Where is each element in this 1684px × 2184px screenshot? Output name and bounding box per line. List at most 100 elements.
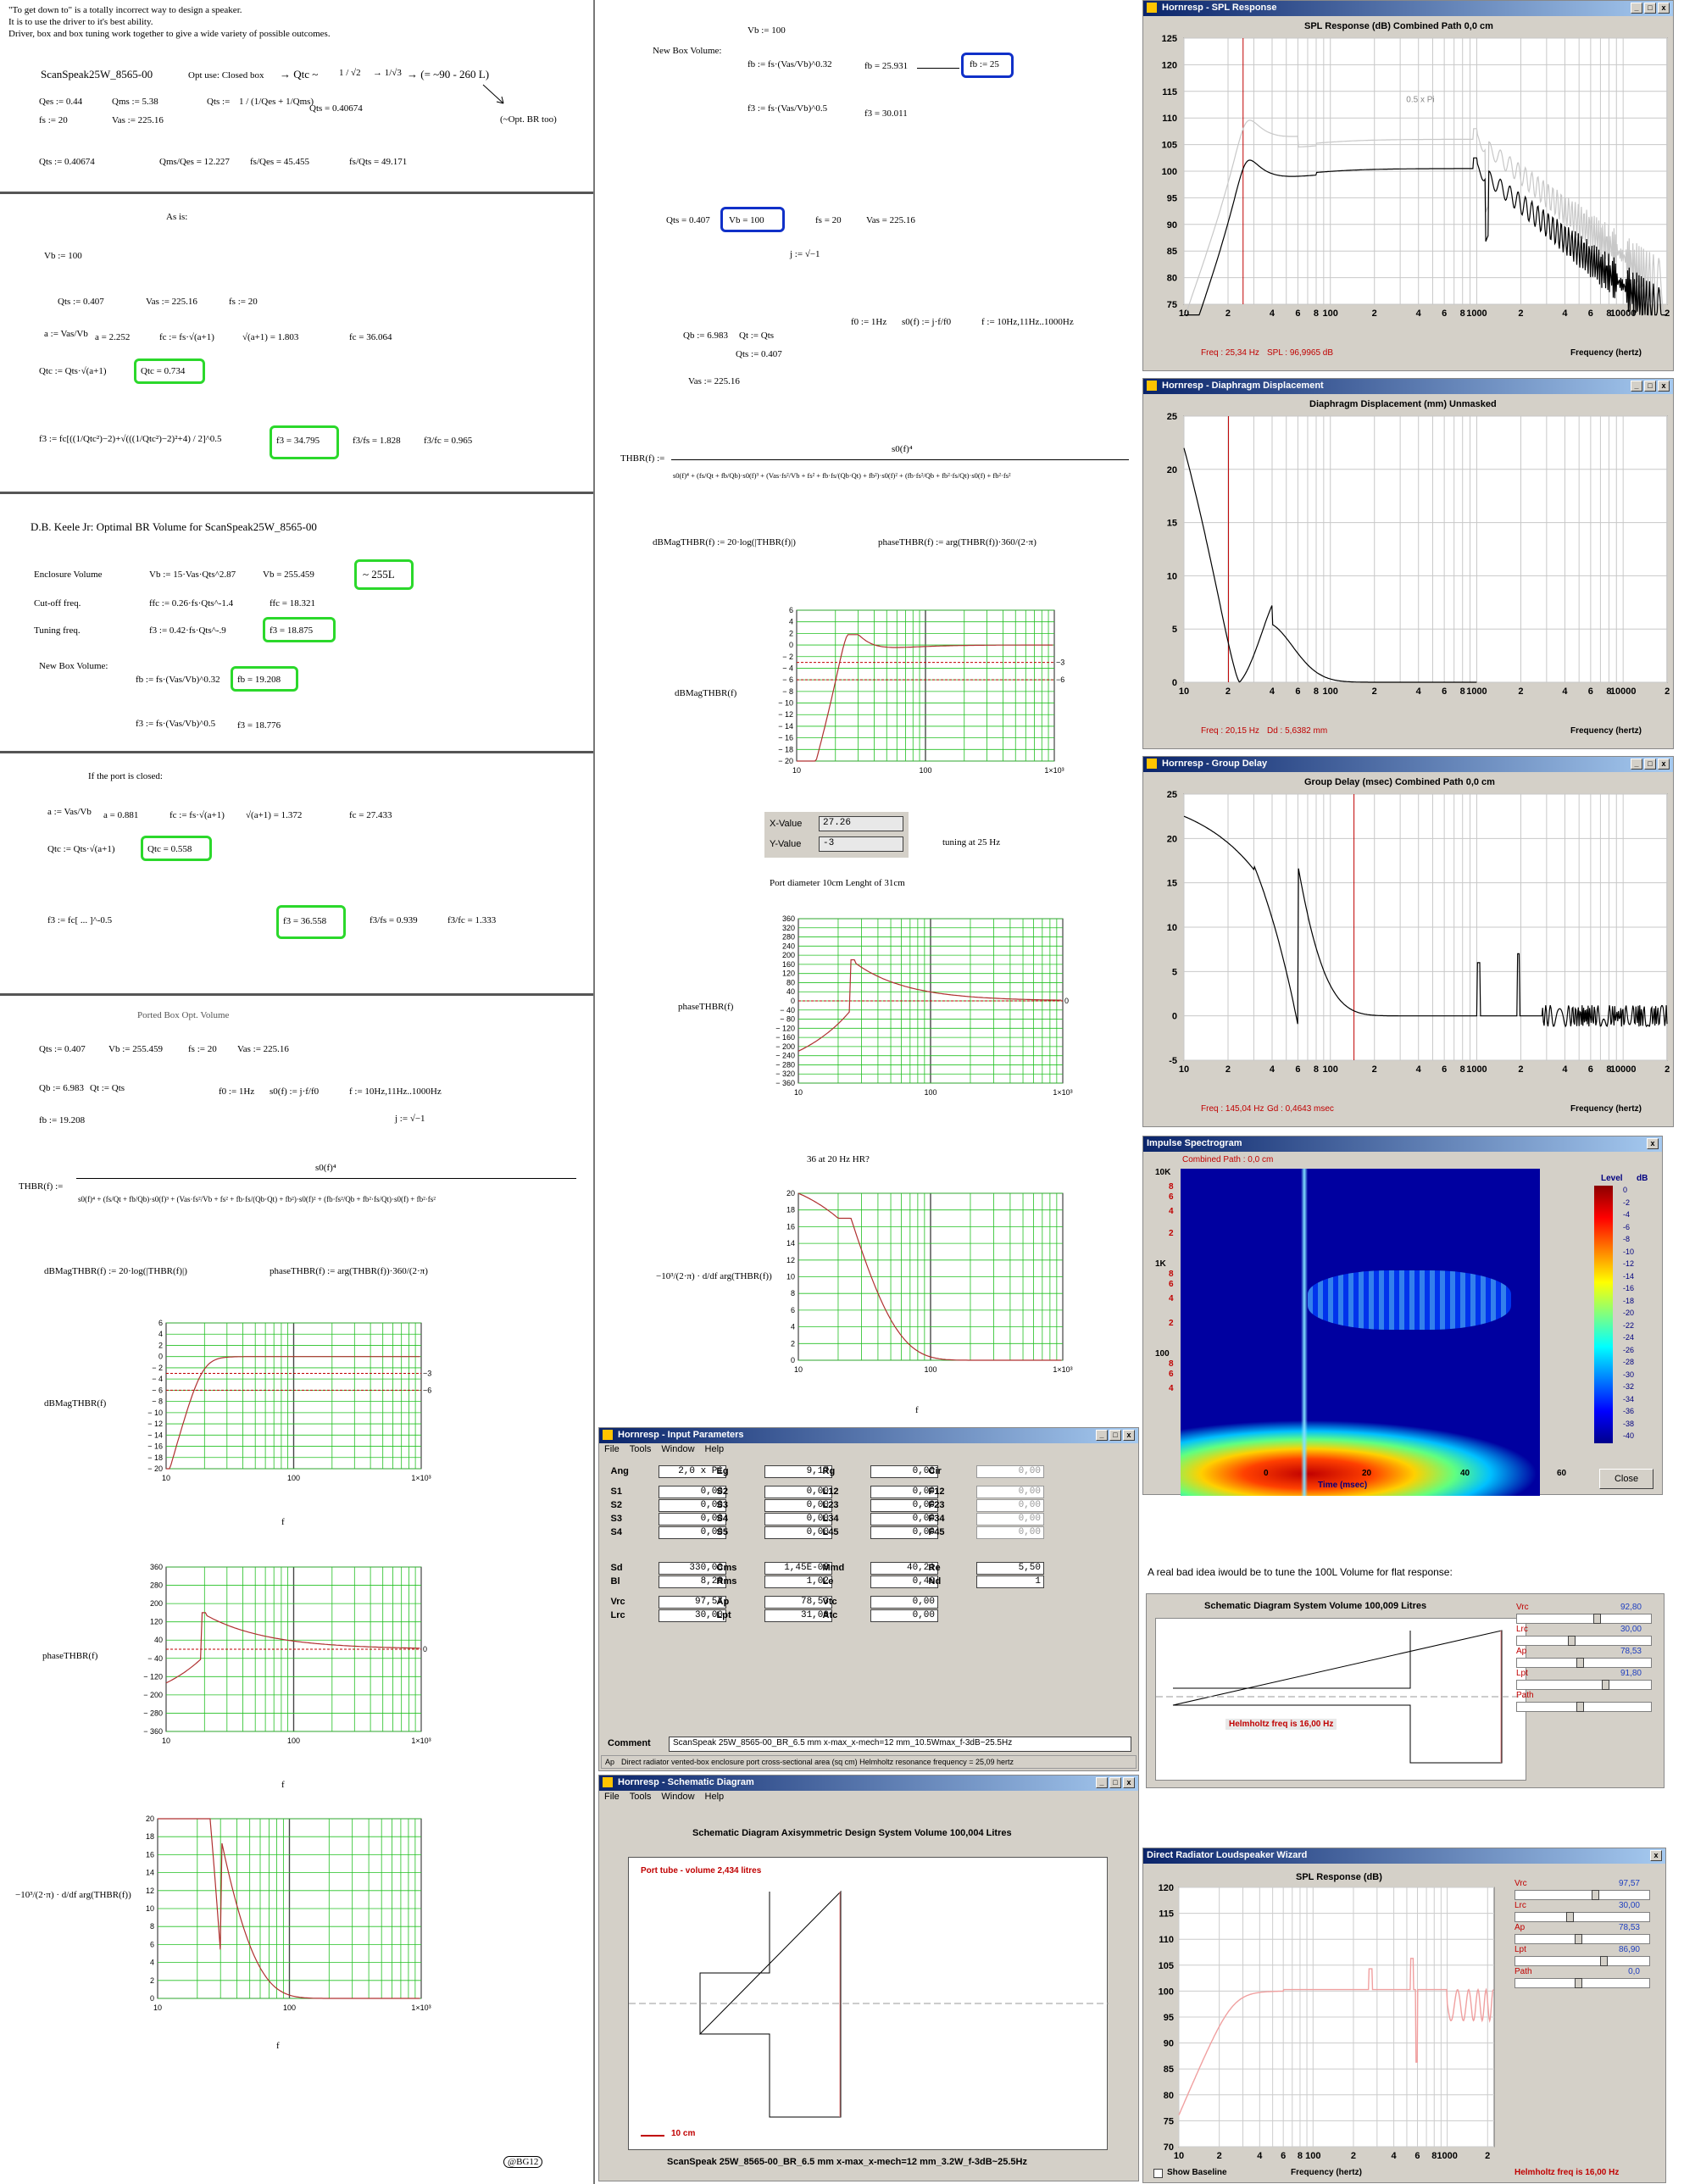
title-bar: Direct Radiator Loudspeaker Wizard x	[1143, 1848, 1665, 1864]
minimize-button[interactable]: _	[1096, 1777, 1108, 1788]
maximize-button[interactable]: □	[1109, 1430, 1121, 1441]
maximize-button[interactable]: □	[1109, 1777, 1121, 1788]
param-field[interactable]: 0,00	[976, 1499, 1044, 1512]
slider-thumb[interactable]	[1566, 1912, 1574, 1922]
slider-thumb[interactable]	[1568, 1636, 1576, 1646]
close-button[interactable]: x	[1123, 1430, 1135, 1441]
close-button[interactable]: x	[1647, 1138, 1659, 1149]
slider-thumb[interactable]	[1575, 1978, 1582, 1988]
param-field[interactable]: 330,00	[659, 1562, 726, 1575]
slider-thumb[interactable]	[1602, 1680, 1609, 1690]
f3-formula-2: f3 := fs·(Vas/Vb)^0.5	[136, 719, 216, 729]
param-field[interactable]: 0,00	[976, 1513, 1044, 1525]
y-value-field[interactable]: -3	[819, 836, 903, 852]
param-field[interactable]: 0,00	[764, 1499, 832, 1512]
slider-value: 86,90	[1618, 1945, 1640, 1954]
close-button[interactable]: x	[1650, 1850, 1662, 1861]
minimize-button[interactable]: _	[1631, 759, 1642, 770]
maximize-button[interactable]: □	[1644, 381, 1656, 392]
slider-track[interactable]	[1516, 1658, 1652, 1668]
show-baseline-checkbox[interactable]	[1153, 2169, 1163, 2178]
slider-thumb[interactable]	[1575, 1934, 1582, 1944]
slider-track[interactable]	[1516, 1680, 1652, 1690]
param-field[interactable]: 0,00	[870, 1596, 938, 1609]
param-field[interactable]: 0,00	[870, 1499, 938, 1512]
slider-track[interactable]	[1516, 1614, 1652, 1624]
graph-4-ylabel: dBMagTHBR(f)	[675, 688, 737, 698]
menu-help[interactable]: Help	[704, 1444, 725, 1454]
slider-thumb[interactable]	[1593, 1614, 1601, 1624]
slider-thumb[interactable]	[1576, 1702, 1584, 1712]
param-field[interactable]: 0,00	[764, 1513, 832, 1525]
param-field[interactable]: 0,00	[870, 1526, 938, 1539]
slider-track[interactable]	[1516, 1702, 1652, 1712]
close-button[interactable]: x	[1123, 1777, 1135, 1788]
param-field[interactable]: 40,21	[870, 1562, 938, 1575]
slider-track[interactable]	[1514, 1890, 1650, 1900]
menu-window[interactable]: Window	[661, 1444, 695, 1454]
param-field[interactable]: 0,00	[870, 1609, 938, 1622]
tick-label: 125	[1162, 34, 1177, 44]
param-field[interactable]: 0,00	[659, 1513, 726, 1525]
close-button[interactable]: x	[1658, 3, 1670, 14]
menu-window[interactable]: Window	[661, 1792, 695, 1802]
graph-3-ylabel: −10³/(2·π) · d/df arg(THBR(f))	[15, 1890, 131, 1900]
plot-title: Group Delay (msec) Combined Path 0,0 cm	[1304, 777, 1495, 787]
param-field[interactable]: 0,00	[870, 1465, 938, 1478]
tick-label: 10	[146, 1904, 154, 1913]
slider-thumb[interactable]	[1576, 1658, 1584, 1668]
close-button[interactable]: x	[1658, 759, 1670, 770]
param-field[interactable]: 78,53	[764, 1596, 832, 1609]
comment-field[interactable]: ScanSpeak 25W_8565-00_BR_6.5 mm x-max_x-…	[669, 1737, 1131, 1752]
slider-thumb[interactable]	[1600, 1956, 1608, 1966]
close-button[interactable]: x	[1658, 381, 1670, 392]
slider-track[interactable]	[1514, 1956, 1650, 1966]
param-field[interactable]: 9,17	[764, 1465, 832, 1478]
keele-heading: D.B. Keele Jr: Optimal BR Volume for Sca…	[31, 520, 317, 533]
param-field[interactable]: 0,00	[764, 1526, 832, 1539]
tick-label: 95	[1164, 2013, 1174, 2023]
slider-track[interactable]	[1514, 1978, 1650, 1988]
tick-label: 15	[1167, 879, 1177, 889]
thbr-def: THBR(f) :=	[620, 453, 665, 464]
param-field[interactable]: 0,00	[870, 1513, 938, 1525]
param-field[interactable]: 0,00	[659, 1499, 726, 1512]
maximize-button[interactable]: □	[1644, 3, 1656, 14]
menu-file[interactable]: File	[604, 1792, 620, 1802]
param-field[interactable]: 8,28	[659, 1575, 726, 1588]
param-field[interactable]: 0,40	[870, 1575, 938, 1588]
minimize-button[interactable]: _	[1096, 1430, 1108, 1441]
param-field[interactable]: 0,00	[870, 1486, 938, 1498]
maximize-button[interactable]: □	[1644, 759, 1656, 770]
menu-tools[interactable]: Tools	[629, 1444, 652, 1454]
close-dialog-button[interactable]: Close	[1599, 1469, 1653, 1489]
slider-track[interactable]	[1514, 1934, 1650, 1944]
param-field[interactable]: 1,45E-03	[764, 1562, 832, 1575]
slider-track[interactable]	[1514, 1912, 1650, 1922]
menu-tools[interactable]: Tools	[629, 1792, 652, 1802]
param-field[interactable]: 5,50	[976, 1562, 1044, 1575]
param-field[interactable]: 2,0 x Pi	[659, 1465, 726, 1478]
param-field[interactable]: 0,00	[764, 1486, 832, 1498]
x-value-field[interactable]: 27.26	[819, 816, 903, 831]
param-field[interactable]: 0,00	[976, 1465, 1044, 1478]
param-field[interactable]: 1	[976, 1575, 1044, 1588]
param-field[interactable]: 0,00	[659, 1526, 726, 1539]
param-field[interactable]: 97,57	[659, 1596, 726, 1609]
slider-track[interactable]	[1516, 1636, 1652, 1646]
param-field[interactable]: 1,02	[764, 1575, 832, 1588]
param-field[interactable]: 0,00	[659, 1486, 726, 1498]
menu-file[interactable]: File	[604, 1444, 620, 1454]
menu-help[interactable]: Help	[704, 1792, 725, 1802]
param-field[interactable]: 0,00	[976, 1526, 1044, 1539]
minimize-button[interactable]: _	[1631, 3, 1642, 14]
param-field[interactable]: 30,00	[659, 1609, 726, 1622]
slider-thumb[interactable]	[1592, 1890, 1599, 1900]
param-field[interactable]: 31,00	[764, 1609, 832, 1622]
tick-label: 4	[791, 1323, 795, 1331]
tick-label: 18	[146, 1832, 154, 1841]
minimize-button[interactable]: _	[1631, 381, 1642, 392]
param-field[interactable]: 0,00	[976, 1486, 1044, 1498]
tick-label: 6	[1442, 1064, 1447, 1075]
